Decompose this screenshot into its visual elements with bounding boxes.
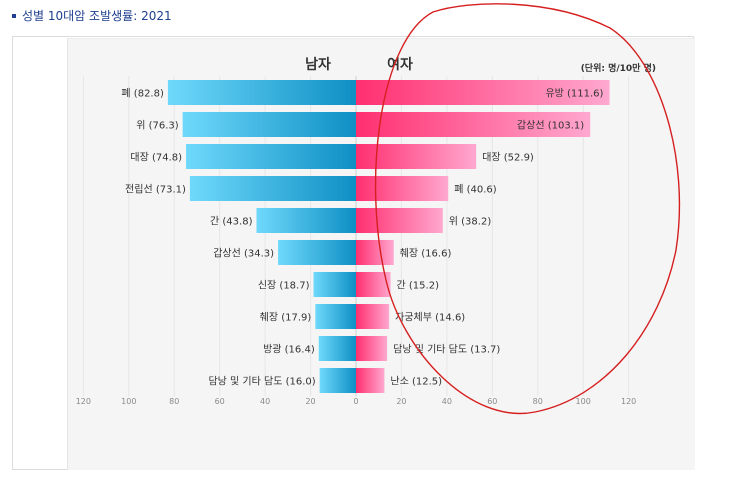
bar-label-female: 유방 (111.6): [545, 88, 603, 100]
x-tick-label: 60: [487, 397, 497, 406]
x-tick-label: 100: [576, 397, 591, 406]
right-header-female: 여자: [387, 56, 413, 73]
x-tick-label: 60: [215, 397, 225, 406]
bar-male: [167, 80, 356, 105]
bars: [167, 80, 610, 393]
bar-female: [356, 112, 591, 137]
bar-label-female: 난소 (12.5): [390, 376, 442, 388]
bar-female: [356, 176, 449, 201]
bar-label-male: 대장 (74.8): [130, 152, 182, 164]
x-tick-label: 80: [169, 397, 179, 406]
grid-lines: [82, 76, 630, 396]
bar-label-female: 췌장 (16.6): [400, 248, 452, 260]
bar-label-female: 담낭 및 기타 담도 (13.7): [393, 344, 500, 356]
page-title: 성별 10대암 조발생률: 2021: [12, 7, 172, 24]
bar-label-female: 대장 (52.9): [482, 152, 534, 164]
hand-drawn-circle-annotation: [374, 3, 681, 415]
bar-male: [278, 240, 356, 265]
page-title-text: 성별 10대암 조발생률: 2021: [22, 9, 172, 23]
bar-label-male: 담낭 및 기타 담도 (16.0): [208, 376, 315, 388]
bar-female: [356, 144, 477, 169]
bar-label-female: 폐 (40.6): [454, 184, 497, 196]
unit-label: (단위: 명/10만 명): [581, 62, 656, 74]
bar-label-male: 간 (43.8): [210, 216, 253, 228]
x-tick-label: 20: [305, 397, 315, 406]
bar-female: [356, 240, 394, 265]
bar-male: [315, 304, 356, 329]
bar-male: [182, 112, 356, 137]
bar-label-male: 신장 (18.7): [258, 280, 310, 292]
bar-label-male: 방광 (16.4): [263, 344, 315, 356]
bar-female: [356, 80, 610, 105]
bar-label-male: 폐 (82.8): [121, 88, 164, 100]
x-tick-label: 100: [121, 397, 136, 406]
bar-male: [256, 208, 356, 233]
bar-male: [313, 272, 356, 297]
x-tick-label: 40: [442, 397, 452, 406]
x-axis-ticks: 120 100 80 60 40 20 0 20 40 60 80 100 120: [76, 397, 637, 406]
bar-label-female: 간 (15.2): [397, 280, 440, 292]
bar-male: [186, 144, 356, 169]
left-header-male: 남자: [305, 56, 331, 73]
bar-label-female: 자궁체부 (14.6): [395, 312, 465, 324]
x-tick-label: 20: [396, 397, 406, 406]
bar-label-female: 위 (38.2): [449, 215, 492, 228]
x-tick-label: 0: [353, 397, 358, 406]
bar-female: [356, 336, 388, 361]
x-tick-label: 40: [260, 397, 270, 406]
bar-label-male: 전립선 (73.1): [125, 183, 186, 196]
bar-male: [318, 336, 356, 361]
bar-female: [356, 368, 385, 393]
bar-male: [319, 368, 356, 393]
x-tick-label: 80: [533, 397, 543, 406]
x-tick-label: 120: [621, 397, 636, 406]
title-bullet-icon: [12, 13, 16, 18]
bar-labels: 폐 (82.8) 위 (76.3) 대장 (74.8) 전립선 (73.1) 간 (43…: [121, 88, 603, 388]
bar-female: [356, 208, 443, 233]
bar-label-female: 갑상선 (103.1): [517, 120, 584, 132]
bar-label-male: 췌장 (17.9): [260, 312, 312, 324]
bar-female: [356, 304, 390, 329]
bar-label-male: 위 (76.3): [136, 119, 179, 132]
bar-label-male: 갑상선 (34.3): [213, 248, 274, 260]
x-tick-label: 120: [76, 397, 91, 406]
bar-male: [189, 176, 356, 201]
